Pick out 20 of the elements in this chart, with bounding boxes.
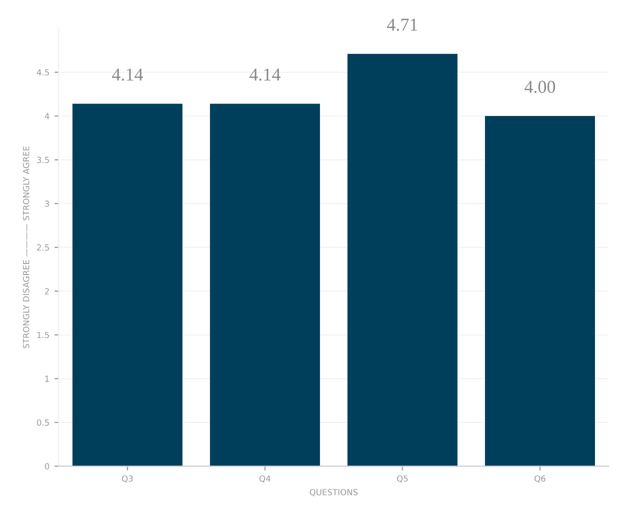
y-tick-label: 4 — [44, 113, 50, 120]
data-label: 4.00 — [524, 80, 556, 93]
y-tick-label: 0.5 — [36, 419, 49, 426]
data-label: 4.71 — [387, 18, 418, 31]
y-axis-title: STRONGLY DISAGREE ———— STRONGLY AGREE — [22, 146, 30, 348]
y-tick-label: 2 — [44, 288, 49, 294]
y-tick-label: 4.5 — [36, 69, 49, 76]
x-tick-label: Q6 — [534, 475, 546, 483]
y-tick-label: 1 — [45, 376, 49, 382]
x-tick-label: Q5 — [397, 475, 408, 483]
y-tick-label: 0 — [44, 463, 50, 470]
x-axis-title: QUESTIONS — [310, 488, 358, 496]
data-label: 4.14 — [250, 68, 280, 81]
y-tick-label: 3.5 — [37, 156, 49, 164]
y-tick-label: 1.5 — [37, 332, 49, 338]
y-tick-label: 2.5 — [37, 244, 49, 251]
y-tick-label: 3 — [45, 200, 50, 207]
data-label: 4.14 — [112, 68, 143, 81]
x-tick-label: Q4 — [260, 475, 270, 483]
x-tick-label: Q3 — [122, 475, 133, 483]
